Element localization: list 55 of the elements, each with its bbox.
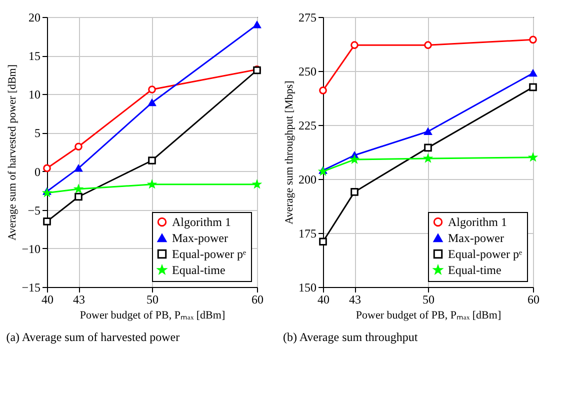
point — [74, 142, 82, 151]
point — [529, 83, 537, 92]
legend-label: Equal-time — [172, 263, 226, 277]
y-tick-label: 150 — [298, 280, 316, 294]
y-tick-label: −15 — [22, 280, 40, 294]
y-tick-label: 10 — [28, 88, 40, 102]
point — [424, 144, 432, 152]
legend-label: Equal-power pᵉ — [448, 247, 522, 261]
point — [148, 99, 156, 106]
y-tick-label: 5 — [34, 126, 40, 140]
point — [43, 218, 51, 226]
x-tick-label: 43 — [349, 292, 361, 306]
point — [74, 164, 82, 172]
point — [424, 128, 432, 135]
legend-label: Algorithm 1 — [448, 215, 507, 229]
y-tick-label: −5 — [28, 203, 40, 218]
x-tick-label: 50 — [146, 292, 158, 306]
point — [350, 188, 358, 196]
x-tick-label: 50 — [422, 292, 434, 306]
y-tick-label: 250 — [298, 64, 316, 78]
legend-label: Algorithm 1 — [172, 215, 231, 229]
x-tick-label: 43 — [73, 292, 85, 306]
y-tick-label: 0 — [34, 164, 40, 179]
point — [424, 41, 432, 49]
point — [529, 36, 537, 44]
text: (a) Average sum of harvested power — [6, 330, 180, 344]
x-tick-label: 40 — [42, 292, 54, 306]
y-tick-label: 175 — [298, 226, 316, 240]
legend-label: Equal-time — [448, 263, 502, 277]
x-tick-label: 40 — [318, 292, 330, 306]
y-tick-label: 275 — [298, 10, 316, 24]
point — [74, 192, 82, 201]
point — [148, 86, 156, 94]
legend-label: Equal-power pᵉ — [172, 247, 246, 261]
point — [148, 156, 156, 164]
point — [43, 164, 51, 172]
legend-label: Max-power — [448, 231, 504, 245]
y-axis-title: Average sum of harvested power [dBm] — [6, 64, 19, 241]
y-tick-label: 200 — [298, 172, 316, 186]
x-tick-label: 60 — [528, 292, 540, 306]
y-tick-label: 20 — [28, 10, 40, 24]
legend-label: Max-power — [172, 231, 228, 245]
point — [350, 41, 358, 49]
y-tick-label: −10 — [22, 242, 40, 256]
x-tick-label: 60 — [252, 292, 264, 306]
point — [319, 86, 327, 94]
point — [529, 70, 537, 77]
y-tick-label: 15 — [28, 49, 40, 64]
y-axis-title: Average sum throughput [Mbps] — [284, 80, 296, 224]
x-axis-title: Power budget of PB, Pₘₐₓ [dBm] — [356, 310, 502, 322]
point — [319, 238, 327, 246]
x-axis-title: Power budget of PB, Pₘₐₓ [dBm] — [80, 310, 226, 322]
y-tick-label: 225 — [298, 118, 316, 132]
point — [253, 21, 261, 28]
text: (b) Average sum throughput — [283, 330, 418, 344]
